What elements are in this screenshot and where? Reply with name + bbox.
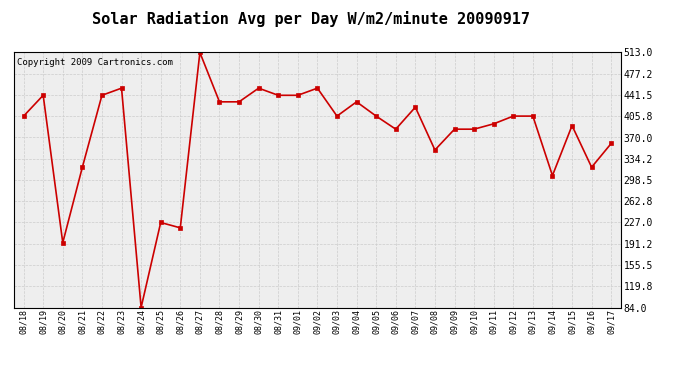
Text: Solar Radiation Avg per Day W/m2/minute 20090917: Solar Radiation Avg per Day W/m2/minute …: [92, 11, 529, 27]
Text: Copyright 2009 Cartronics.com: Copyright 2009 Cartronics.com: [17, 58, 172, 67]
